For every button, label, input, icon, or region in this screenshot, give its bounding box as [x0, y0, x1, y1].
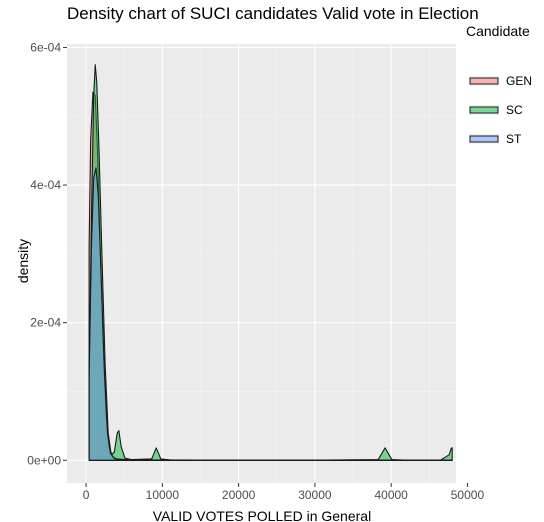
x-tick-label: 50000: [451, 488, 485, 502]
legend-item-gen: GEN: [469, 74, 532, 88]
x-axis-title: VALID VOTES POLLED in General: [153, 508, 371, 522]
x-axis: 0 10000 20000 30000 40000 50000: [83, 483, 485, 502]
legend-item-sc: SC: [469, 103, 523, 117]
x-tick-label: 10000: [146, 488, 180, 502]
legend-item-st: ST: [469, 132, 522, 146]
y-tick-label: 6e-04: [30, 40, 61, 54]
y-tick-label: 0e+00: [27, 453, 61, 467]
legend-label: GEN: [506, 74, 532, 88]
x-tick-label: 30000: [298, 488, 332, 502]
density-areas: [88, 64, 453, 461]
legend-swatch: [469, 77, 499, 85]
legend-swatch: [469, 106, 499, 114]
chart-title: Density chart of SUCI candidates Valid v…: [67, 4, 479, 23]
legend-label: ST: [506, 132, 522, 146]
plot-panel: [67, 44, 456, 483]
legend: Candidate GEN SC ST: [466, 23, 532, 146]
legend-title: Candidate: [466, 23, 530, 39]
y-axis-title: density: [15, 239, 31, 283]
legend-swatch: [469, 135, 499, 143]
y-axis: 0e+00 2e-04 4e-04 6e-04: [27, 40, 67, 467]
x-tick-label: 40000: [374, 488, 408, 502]
density-area-st: [88, 167, 453, 461]
x-tick-label: 0: [83, 488, 90, 502]
legend-label: SC: [506, 103, 523, 117]
y-tick-label: 2e-04: [30, 316, 61, 330]
y-tick-label: 4e-04: [30, 178, 61, 192]
x-tick-label: 20000: [222, 488, 256, 502]
